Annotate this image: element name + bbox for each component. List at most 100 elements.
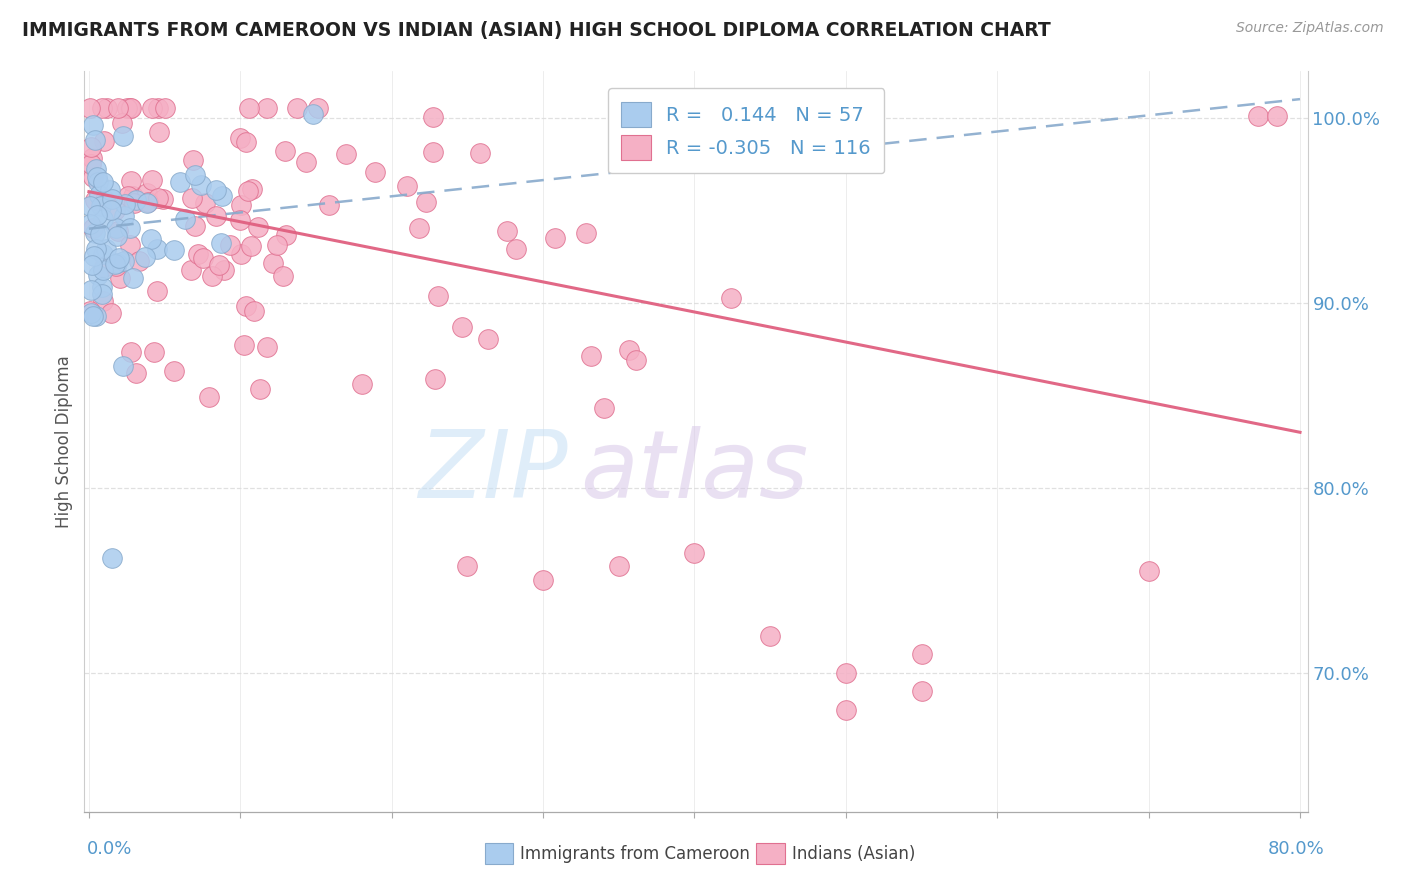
Point: [104, 202, 127, 217]
Point: [422, 145, 444, 160]
Point: [180, 262, 202, 277]
Point: [579, 349, 602, 363]
Point: [79, 217, 101, 231]
Point: [121, 271, 143, 285]
Point: [93, 134, 115, 148]
Point: [205, 183, 228, 197]
Point: [105, 228, 128, 243]
Point: [759, 629, 782, 643]
Point: [243, 304, 266, 318]
Point: [169, 176, 191, 190]
Text: IMMIGRANTS FROM CAMEROON VS INDIAN (ASIAN) HIGH SCHOOL DIPLOMA CORRELATION CHART: IMMIGRANTS FROM CAMEROON VS INDIAN (ASIA…: [22, 21, 1052, 39]
Point: [617, 343, 640, 357]
Point: [271, 268, 294, 283]
Point: [117, 189, 139, 203]
Point: [94, 194, 117, 208]
Point: [295, 154, 318, 169]
Point: [238, 102, 260, 116]
Point: [101, 192, 124, 206]
Point: [112, 209, 135, 223]
Point: [174, 212, 197, 227]
Text: atlas: atlas: [579, 425, 808, 516]
Text: Immigrants from Cameroon: Immigrants from Cameroon: [520, 845, 749, 863]
Point: [112, 254, 135, 268]
Point: [91, 175, 114, 189]
Point: [120, 102, 142, 116]
Point: [91, 263, 114, 277]
Text: Indians (Asian): Indians (Asian): [792, 845, 915, 863]
Point: [240, 239, 263, 253]
Point: [318, 197, 340, 211]
Point: [86, 208, 108, 222]
Point: [120, 345, 142, 359]
Point: [408, 221, 430, 235]
Point: [531, 574, 554, 588]
Point: [118, 220, 141, 235]
Point: [84, 242, 107, 256]
Point: [720, 291, 742, 305]
Point: [235, 136, 257, 150]
Point: [544, 230, 567, 244]
Point: [835, 665, 858, 680]
Point: [335, 147, 357, 161]
Point: [117, 102, 139, 116]
Point: [191, 251, 214, 265]
Point: [209, 235, 232, 250]
Point: [93, 260, 115, 274]
Point: [219, 238, 242, 252]
Point: [114, 197, 136, 211]
Point: [104, 257, 127, 271]
Point: [105, 221, 128, 235]
Point: [86, 162, 108, 177]
Point: [427, 288, 450, 302]
Point: [910, 684, 932, 698]
Point: [108, 251, 131, 265]
Point: [136, 196, 159, 211]
Point: [111, 129, 134, 144]
Point: [83, 249, 105, 263]
Point: [90, 280, 112, 294]
Point: [181, 153, 204, 168]
Point: [575, 226, 598, 240]
Point: [470, 146, 492, 161]
Text: ZIP: ZIP: [418, 425, 568, 516]
Point: [350, 376, 373, 391]
Point: [80, 140, 103, 154]
Point: [142, 344, 165, 359]
Point: [96, 242, 118, 256]
Point: [153, 102, 176, 116]
Point: [120, 174, 142, 188]
Point: [208, 258, 231, 272]
Point: [118, 102, 141, 116]
Text: Source: ZipAtlas.com: Source: ZipAtlas.com: [1236, 21, 1384, 35]
Point: [683, 546, 706, 560]
Point: [194, 196, 217, 211]
Point: [276, 227, 298, 242]
Point: [112, 359, 135, 373]
Point: [415, 195, 437, 210]
Point: [229, 212, 252, 227]
Point: [835, 703, 858, 717]
Point: [82, 309, 104, 323]
Point: [256, 340, 278, 354]
Y-axis label: High School Diploma: High School Diploma: [55, 355, 73, 528]
Text: 0.0%: 0.0%: [87, 840, 132, 858]
Point: [307, 102, 329, 116]
Point: [180, 191, 202, 205]
Point: [148, 125, 170, 139]
Point: [477, 332, 499, 346]
Point: [592, 401, 614, 415]
Point: [152, 192, 174, 206]
Point: [146, 285, 169, 299]
Point: [229, 131, 252, 145]
Point: [229, 247, 252, 261]
Point: [100, 551, 122, 566]
Point: [422, 110, 444, 124]
Point: [87, 268, 110, 282]
Point: [229, 198, 252, 212]
Point: [82, 220, 104, 235]
Point: [121, 189, 143, 203]
Point: [211, 189, 233, 203]
Point: [79, 199, 101, 213]
Text: 80.0%: 80.0%: [1268, 840, 1324, 858]
